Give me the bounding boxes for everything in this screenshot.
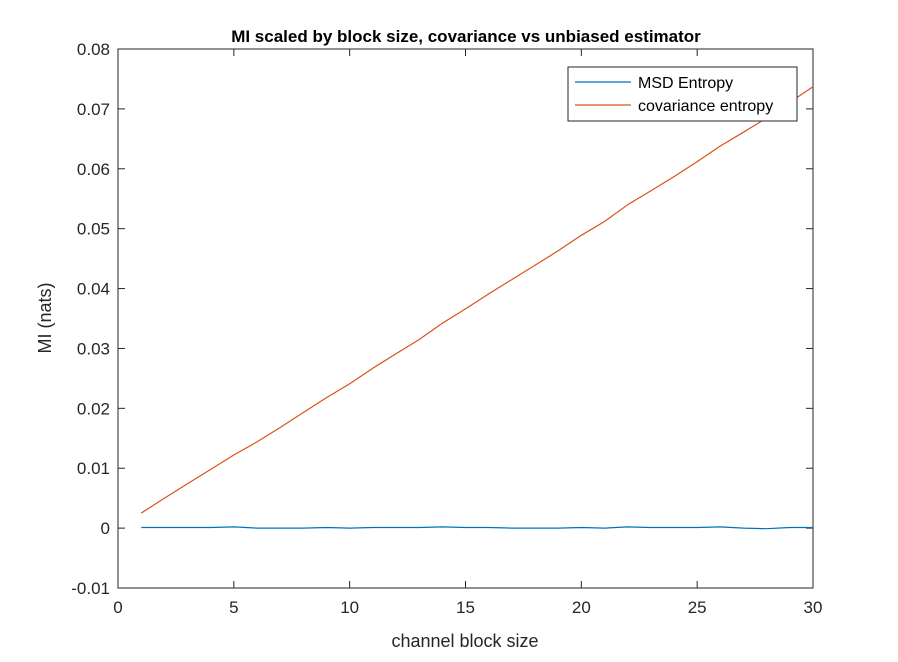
y-tick-label: 0.07 <box>77 100 110 119</box>
y-tick-label: 0.05 <box>77 220 110 239</box>
x-axis-label: channel block size <box>391 631 538 651</box>
x-tick-label: 5 <box>229 598 238 617</box>
y-tick-label: 0.08 <box>77 40 110 59</box>
series-line-covariance-entropy <box>140 86 814 514</box>
y-tick-label: 0.01 <box>77 459 110 478</box>
series-lines <box>140 86 814 530</box>
y-tick-label: 0.02 <box>77 399 110 418</box>
y-tick-label: 0 <box>101 519 110 538</box>
series-line-msd-entropy <box>141 526 813 530</box>
x-tick-label: 10 <box>340 598 359 617</box>
plot-area <box>117 48 814 589</box>
chart-title: MI scaled by block size, covariance vs u… <box>231 27 701 46</box>
legend: MSD Entropy covariance entropy <box>567 66 798 122</box>
legend-label: covariance entropy <box>638 98 773 115</box>
y-tick-label: 0.06 <box>77 160 110 179</box>
x-tick-label: 20 <box>572 598 591 617</box>
y-axis-label: MI (nats) <box>35 282 55 353</box>
y-tick-label: 0.04 <box>77 280 110 299</box>
x-tick-label: 25 <box>688 598 707 617</box>
legend-label: MSD Entropy <box>638 75 733 92</box>
x-tick-label: 15 <box>456 598 475 617</box>
x-tick-label: 0 <box>113 598 122 617</box>
y-tick-label: 0.03 <box>77 339 110 358</box>
ticks: 0 5 10 15 20 25 30-0.0100.010.020.030.040.050.… <box>71 40 822 617</box>
y-tick-label: -0.01 <box>71 579 110 598</box>
x-tick-label: 30 <box>804 598 823 617</box>
legend-box <box>567 66 798 122</box>
